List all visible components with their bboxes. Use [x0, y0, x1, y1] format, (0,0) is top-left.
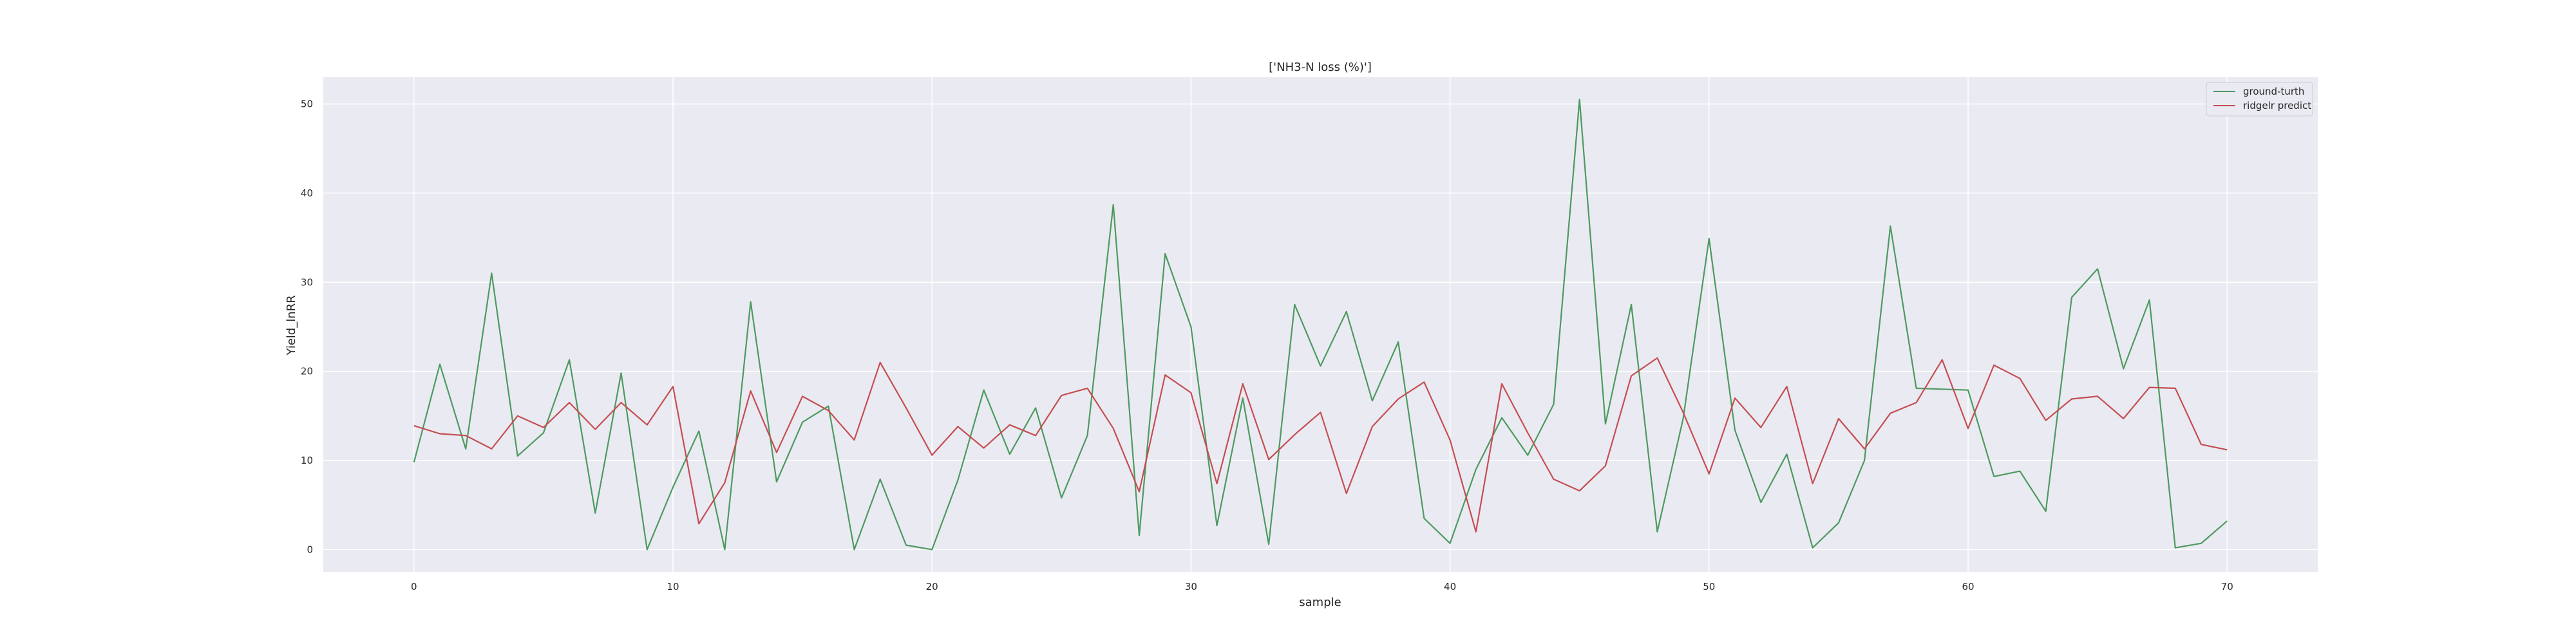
- y-tick-label: 20: [301, 366, 313, 377]
- x-tick-label: 70: [2221, 581, 2233, 592]
- x-tick-label: 10: [667, 581, 679, 592]
- tick-labels: 0 10 20 30 40 50 60 70 0 10 20 30 40 50: [301, 99, 2233, 592]
- y-axis-label: Yield_lnRR: [285, 295, 298, 355]
- series-line-ridgelr-predict: [413, 357, 2228, 533]
- grid-lines: [323, 77, 2318, 572]
- x-tick-label: 30: [1185, 581, 1197, 592]
- y-tick-label: 0: [307, 544, 313, 555]
- series-layer: [413, 99, 2228, 551]
- x-tick-label: 60: [1962, 581, 1974, 592]
- x-axis-label: sample: [1299, 596, 1341, 609]
- legend-label-ridgelr-predict: ridgelr predict: [2243, 100, 2311, 111]
- x-tick-label: 40: [1444, 581, 1456, 592]
- y-tick-label: 40: [301, 187, 313, 199]
- y-tick-label: 30: [301, 276, 313, 288]
- x-tick-label: 20: [926, 581, 938, 592]
- y-tick-label: 50: [301, 99, 313, 110]
- y-tick-label: 10: [301, 455, 313, 466]
- legend-label-ground-turth: ground-turth: [2243, 86, 2304, 97]
- legend: ground-turth ridgelr predict: [2206, 82, 2313, 117]
- x-tick-label: 0: [411, 581, 417, 592]
- plot-background: [323, 77, 2318, 572]
- chart-title: ['NH3-N loss (%)']: [1269, 61, 1372, 74]
- x-tick-label: 50: [1703, 581, 1715, 592]
